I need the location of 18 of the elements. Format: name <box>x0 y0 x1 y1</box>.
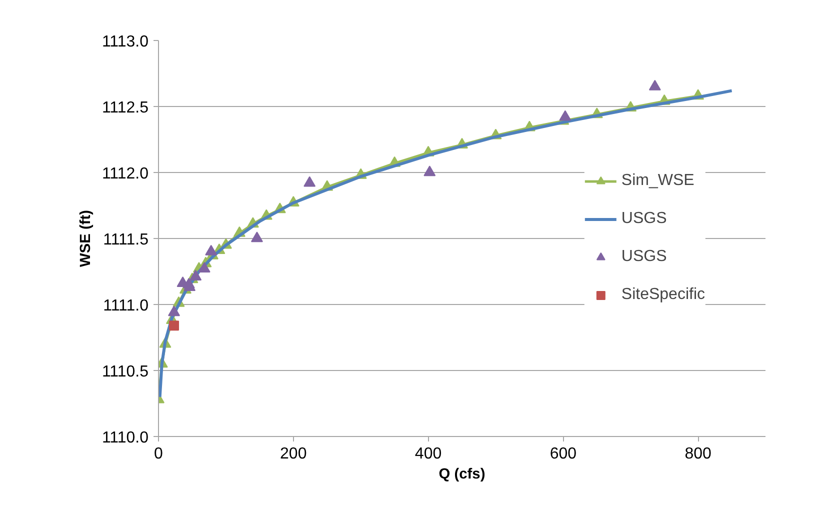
y-tick-label: 1112.5 <box>102 100 149 116</box>
legend-label: USGS <box>621 248 667 266</box>
y-tick-label: 1111.5 <box>103 232 149 248</box>
x-tick-label: 400 <box>414 446 442 462</box>
x-tick-label: 600 <box>550 446 577 462</box>
legend-label: SiteSpecific <box>621 286 705 304</box>
legend-label: USGS <box>621 210 667 228</box>
y-tick-label: 1110.0 <box>102 430 149 446</box>
y-tick-label: 1111.0 <box>103 298 149 314</box>
x-tick-label: 800 <box>684 446 712 462</box>
legend-label: Sim_WSE <box>621 172 694 190</box>
x-tick-label: 200 <box>280 446 307 462</box>
y-tick-label: 1113.0 <box>102 34 149 50</box>
y-tick-label: 1110.5 <box>102 364 149 380</box>
y-axis-title: WSE (ft) <box>78 210 94 267</box>
x-axis-title: Q (cfs) <box>438 466 486 482</box>
x-tick-label: 0 <box>154 446 164 462</box>
y-tick-label: 1112.0 <box>102 166 149 182</box>
